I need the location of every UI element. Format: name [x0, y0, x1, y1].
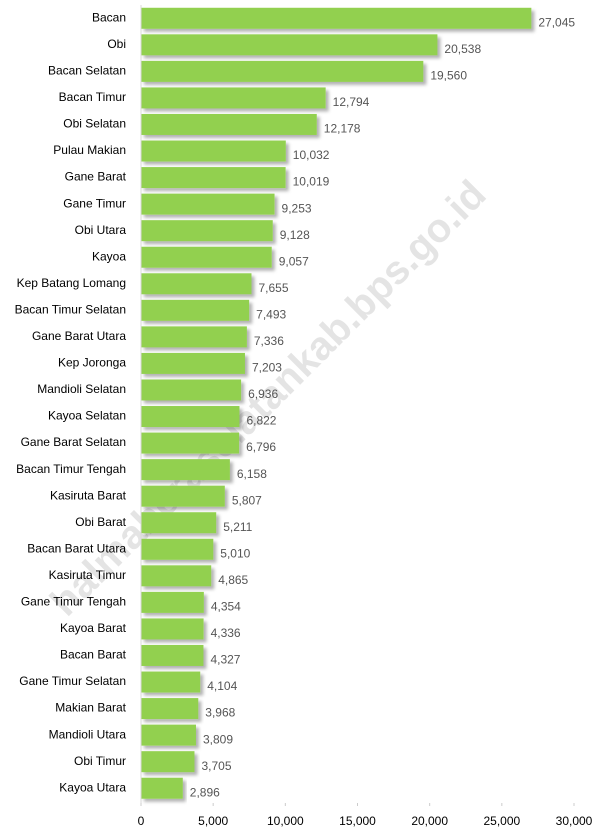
y-tick-label: Mandioli Utara	[49, 727, 127, 741]
value-label: 4,336	[211, 626, 241, 640]
y-tick-label: Gane Barat Utara	[32, 329, 126, 343]
value-label: 20,538	[444, 42, 481, 56]
bar	[141, 167, 286, 189]
value-label: 7,203	[252, 361, 282, 375]
bar	[141, 751, 195, 773]
value-label: 19,560	[430, 69, 467, 83]
y-tick-label: Gane Timur	[63, 196, 126, 210]
value-label: 9,128	[280, 228, 310, 242]
bar	[141, 777, 183, 799]
bar	[141, 671, 201, 693]
bar	[141, 459, 230, 481]
y-tick-label: Obi	[107, 37, 126, 51]
value-label: 27,045	[538, 15, 575, 29]
value-label: 9,253	[282, 201, 312, 215]
x-tick-label: 20,000	[411, 814, 448, 828]
y-tick-label: Kayoa Barat	[60, 621, 127, 635]
bar	[141, 7, 532, 29]
value-label: 4,327	[210, 653, 240, 667]
y-tick-label: Kasiruta Barat	[50, 488, 127, 502]
bar	[141, 87, 326, 109]
y-tick-label: Gane Barat	[65, 170, 127, 184]
bar	[141, 113, 317, 135]
value-label: 12,794	[333, 95, 370, 109]
y-tick-label: Bacan Timur Selatan	[15, 302, 126, 316]
y-tick-label: Bacan Timur Tengah	[16, 462, 126, 476]
value-label: 10,019	[293, 175, 330, 189]
value-label: 3,705	[201, 759, 231, 773]
y-tick-label: Gane Timur Selatan	[19, 674, 126, 688]
value-label: 4,104	[207, 679, 237, 693]
value-label: 7,493	[256, 307, 286, 321]
bar	[141, 512, 217, 534]
value-label: 7,655	[258, 281, 288, 295]
bar	[141, 485, 225, 507]
y-tick-label: Kep Joronga	[58, 356, 126, 370]
y-tick-label: Makian Barat	[55, 701, 126, 715]
bar	[141, 538, 214, 560]
bar	[141, 406, 240, 428]
y-tick-label: Kayoa	[92, 249, 126, 263]
y-tick-label: Mandioli Selatan	[37, 382, 126, 396]
x-tick-label: 0	[138, 814, 145, 828]
value-label: 3,968	[205, 706, 235, 720]
x-tick-label: 30,000	[556, 814, 593, 828]
y-tick-label: Obi Barat	[75, 515, 126, 529]
bar	[141, 565, 212, 587]
x-tick-label: 25,000	[483, 814, 520, 828]
bar	[141, 220, 273, 242]
x-tick-label: 5,000	[198, 814, 228, 828]
y-tick-label: Bacan	[92, 10, 126, 24]
bar	[141, 193, 275, 215]
x-tick-label: 10,000	[267, 814, 304, 828]
value-label: 6,158	[237, 467, 267, 481]
bar	[141, 299, 250, 321]
value-label: 9,057	[279, 254, 309, 268]
bar	[141, 273, 252, 295]
y-tick-label: Kayoa Selatan	[48, 409, 126, 423]
value-label: 4,354	[211, 600, 241, 614]
y-tick-label: Obi Utara	[75, 223, 127, 237]
y-tick-label: Bacan Selatan	[48, 64, 126, 78]
y-tick-label: Pulau Makian	[53, 143, 126, 157]
bar	[141, 34, 438, 56]
y-tick-label: Obi Selatan	[63, 117, 126, 131]
y-tick-label: Bacan Barat Utara	[27, 541, 126, 555]
bar	[141, 60, 424, 82]
value-label: 5,807	[232, 493, 262, 507]
bar	[141, 140, 286, 162]
y-tick-label: Kayoa Utara	[59, 780, 126, 794]
y-tick-label: Gane Barat Selatan	[21, 435, 126, 449]
value-label: 2,896	[190, 785, 220, 799]
bar	[141, 644, 204, 666]
value-label: 4,865	[218, 573, 248, 587]
x-tick-label: 15,000	[339, 814, 376, 828]
bar	[141, 246, 272, 268]
y-tick-label: Kasiruta Timur	[49, 568, 126, 582]
value-label: 6,796	[246, 440, 276, 454]
value-label: 5,211	[223, 520, 252, 534]
bar	[141, 698, 199, 720]
y-tick-label: Kep Batang Lomang	[17, 276, 126, 290]
bar	[141, 618, 204, 640]
value-label: 6,936	[248, 387, 278, 401]
y-tick-label: Bacan Barat	[60, 648, 127, 662]
value-label: 3,809	[203, 732, 233, 746]
value-label: 5,010	[220, 546, 250, 560]
bar	[141, 724, 196, 746]
bar	[141, 432, 240, 454]
bar	[141, 379, 242, 401]
y-tick-label: Bacan Timur	[59, 90, 126, 104]
bar	[141, 591, 204, 613]
value-label: 7,336	[254, 334, 284, 348]
y-tick-label: Gane Timur Tengah	[21, 595, 126, 609]
value-label: 6,822	[246, 414, 276, 428]
bar	[141, 352, 245, 374]
y-tick-label: Obi Timur	[74, 754, 126, 768]
value-label: 12,178	[324, 122, 361, 136]
value-label: 10,032	[293, 148, 330, 162]
bar	[141, 326, 247, 348]
